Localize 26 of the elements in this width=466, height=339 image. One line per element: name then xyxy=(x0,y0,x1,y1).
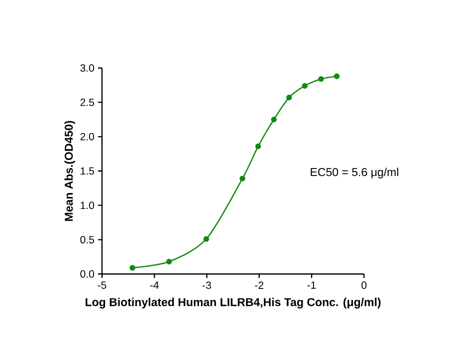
y-tick-label: 1.5 xyxy=(80,167,94,175)
x-tick-label: -1 xyxy=(307,282,316,289)
annotation: EC50 = 5.6 μg/ml xyxy=(310,168,398,178)
point xyxy=(203,236,210,242)
y-tick-label: 1.0 xyxy=(80,202,94,210)
point xyxy=(130,264,136,271)
point xyxy=(271,116,277,122)
point xyxy=(318,76,324,82)
y-axis-title: Mean Abs.(OD450) xyxy=(64,120,76,221)
point xyxy=(240,176,246,182)
point xyxy=(302,83,308,89)
point xyxy=(286,94,292,100)
x-tick-label: -4 xyxy=(150,282,159,289)
y-tick-label: 0.5 xyxy=(80,236,94,244)
y-tick-label: 3.0 xyxy=(80,64,94,72)
x-axis-title: Log Biotinylated Human LILRB4,His Tag Conc. (μg/ml) xyxy=(86,298,381,308)
x-tick-label: -5 xyxy=(98,282,106,289)
y-tick-label: 2.5 xyxy=(80,98,94,106)
x-tick-label: -3 xyxy=(202,282,211,289)
point xyxy=(255,143,261,150)
point xyxy=(334,73,340,80)
x-tick-label: 0 xyxy=(361,282,366,289)
point xyxy=(166,258,172,264)
y-tick-label: 0.0 xyxy=(80,270,94,278)
y-tick-label: 2.0 xyxy=(80,132,94,140)
x-tick-label: -2 xyxy=(255,282,264,289)
